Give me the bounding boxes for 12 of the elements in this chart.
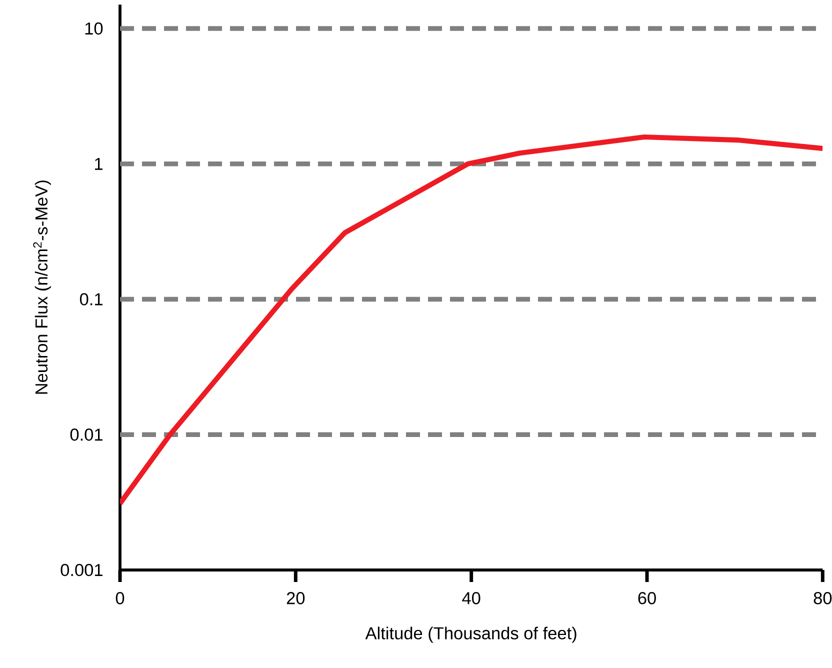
x-tick-label: 40: [462, 592, 480, 604]
y-tick-label: 0.01: [70, 428, 102, 441]
y-tick-label: 10: [85, 22, 103, 35]
y-tick-label: 0.001: [60, 564, 102, 576]
x-tick-label: 20: [286, 592, 305, 604]
y-tick-label: 1: [95, 158, 102, 170]
y-axis-title: Neutron Flux (n/cm$^{2}$-s-MeV): [33, 180, 51, 394]
x-tick-label: 80: [814, 592, 832, 604]
y-tick-label: 0.1: [80, 293, 102, 306]
x-axis-title: Altitude (Thousands of feet): [365, 626, 576, 643]
x-tick-label: 0: [116, 592, 124, 604]
x-tick-label: 60: [638, 592, 656, 604]
